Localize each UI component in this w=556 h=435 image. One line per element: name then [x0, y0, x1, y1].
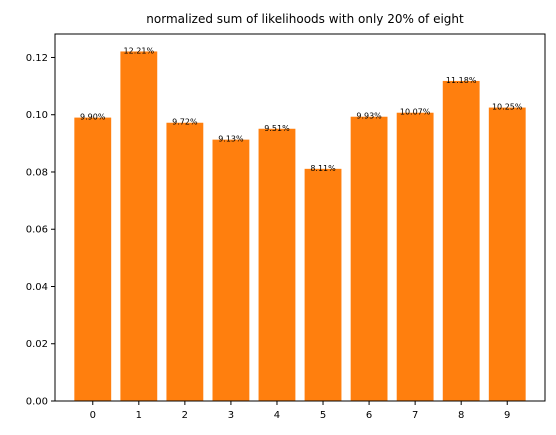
bar-1 — [120, 51, 158, 402]
bar-4 — [258, 128, 296, 401]
x-tick-label-6: 6 — [366, 410, 372, 421]
data-label-0: 9.90% — [80, 113, 106, 122]
y-axis: 0.00 0.02 0.04 0.06 0.08 0.10 0.12 — [26, 53, 55, 408]
bar-9 — [488, 107, 526, 401]
chart-title: normalized sum of likelihoods with only … — [146, 12, 464, 26]
y-tick-label-4: 0.08 — [26, 167, 48, 178]
data-label-2: 9.72% — [172, 118, 198, 127]
data-label-3: 9.13% — [218, 135, 244, 144]
plot-frame — [54, 33, 546, 402]
y-tick-label-2: 0.04 — [26, 282, 48, 293]
x-axis: 0 1 2 3 4 5 6 7 8 9 — [90, 401, 510, 421]
y-tick-label-1: 0.02 — [26, 339, 48, 350]
bar-2 — [166, 122, 204, 402]
bar-3 — [212, 139, 250, 402]
data-label-9: 10.25% — [492, 103, 523, 112]
x-tick-label-5: 5 — [320, 410, 326, 421]
bar-5 — [304, 168, 342, 401]
x-tick-label-0: 0 — [90, 410, 96, 421]
bar-8 — [442, 80, 480, 401]
x-tick-label-4: 4 — [274, 410, 280, 421]
y-tick-label-3: 0.06 — [26, 225, 48, 236]
bar-6 — [350, 116, 388, 401]
data-label-5: 8.11% — [310, 164, 336, 173]
y-tick-label-6: 0.12 — [26, 53, 48, 64]
data-label-1: 12.21% — [124, 46, 155, 55]
x-tick-label-3: 3 — [228, 410, 234, 421]
bar-7 — [396, 112, 434, 402]
y-tick-label-0: 0.00 — [26, 397, 48, 408]
x-tick-label-2: 2 — [182, 410, 188, 421]
data-label-8: 11.18% — [446, 76, 477, 85]
x-tick-label-1: 1 — [136, 410, 142, 421]
x-tick-label-8: 8 — [458, 410, 464, 421]
x-tick-label-7: 7 — [412, 410, 418, 421]
data-labels-group: 9.90% 12.21% 9.72% 9.13% 9.51% 8.11% 9.93% 10.0… — [80, 46, 523, 172]
y-tick-label-5: 0.10 — [26, 110, 48, 121]
data-label-4: 9.51% — [264, 124, 290, 133]
bar-0 — [74, 117, 112, 402]
data-label-7: 10.07% — [400, 108, 431, 117]
data-label-6: 9.93% — [356, 112, 382, 121]
x-tick-label-9: 9 — [504, 410, 510, 421]
bars-group — [74, 51, 526, 402]
